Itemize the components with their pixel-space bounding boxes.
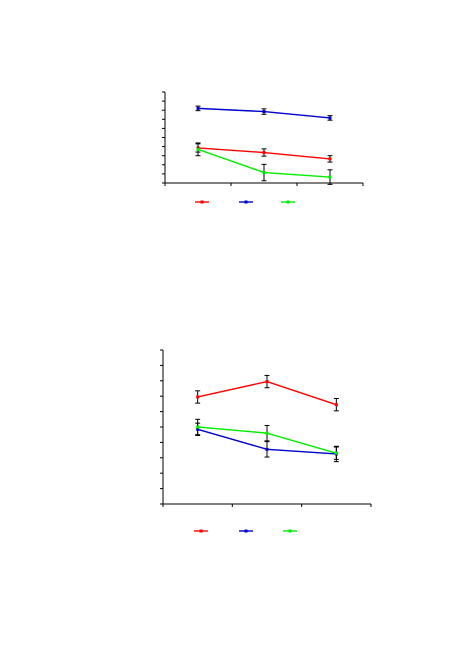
data-point <box>196 106 200 110</box>
data-point <box>328 157 332 161</box>
data-point <box>265 380 269 384</box>
data-point <box>196 395 200 399</box>
legend-marker <box>199 529 203 533</box>
legend-marker <box>244 529 248 533</box>
data-point <box>196 425 200 429</box>
data-point <box>334 403 338 407</box>
data-point <box>262 171 266 175</box>
data-point <box>265 447 269 451</box>
legend-marker <box>244 200 248 204</box>
data-point <box>334 451 338 455</box>
chart-top <box>162 91 364 204</box>
data-point <box>328 116 332 120</box>
legend-marker <box>288 529 292 533</box>
data-point <box>196 147 200 151</box>
data-point <box>262 110 266 114</box>
legend-marker <box>200 200 204 204</box>
chart-bottom <box>160 349 372 533</box>
data-point <box>262 151 266 155</box>
data-point <box>265 431 269 435</box>
data-point <box>328 175 332 179</box>
legend-marker <box>286 200 290 204</box>
